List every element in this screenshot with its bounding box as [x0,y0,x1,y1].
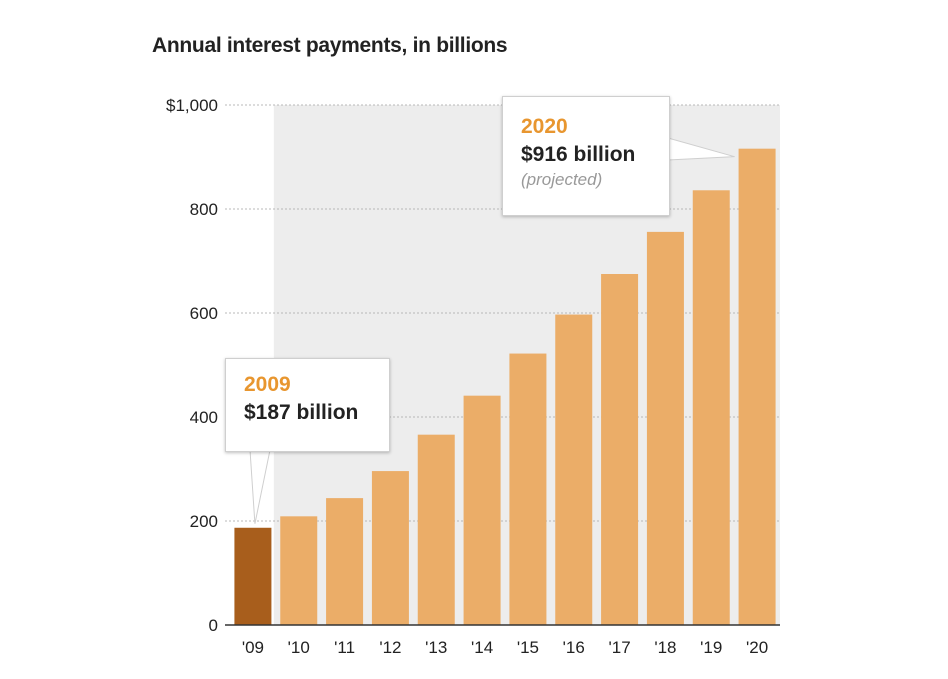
y-tick-label: 400 [190,408,218,427]
callout-2020-pointer [667,137,735,161]
callout-pointers [249,137,735,524]
callout-2020: 2020 $916 billion (projected) [502,96,670,216]
bar-10 [280,516,318,625]
callout-2020-year: 2020 [521,115,568,138]
y-tick-label: 800 [190,200,218,219]
bar-14 [463,395,501,625]
x-tick-label: '18 [654,638,676,657]
x-tick-label: '12 [379,638,401,657]
callout-2009-pointer [249,449,271,524]
bar-16 [555,314,593,625]
bar-12 [371,471,409,625]
callout-2009: 2009 $187 billion [225,358,390,452]
x-tick-label: '16 [563,638,585,657]
callout-2009-year: 2009 [244,373,291,396]
x-axis-ticks: '09 '10 '11 '12 '13 '14 '15 '16 '17 '18 '19 '20 [242,638,768,657]
x-tick-label: '20 [746,638,768,657]
y-tick-label: 600 [190,304,218,323]
x-tick-label: '19 [700,638,722,657]
y-tick-label: $1,000 [166,96,218,115]
bar-17 [601,274,639,625]
x-tick-label: '13 [425,638,447,657]
callout-2020-amount: $916 billion [521,143,636,166]
chart-title: Annual interest payments, in billions [152,34,508,57]
callout-2009-amount: $187 billion [244,401,359,424]
bar-15 [509,353,547,625]
callout-2020-note: (projected) [521,170,603,189]
bar-20 [738,148,776,625]
bar-18 [646,231,684,625]
x-tick-label: '15 [517,638,539,657]
y-axis-ticks: 0 200 400 600 800 $1,000 [166,96,218,635]
y-tick-label: 200 [190,512,218,531]
bar-13 [417,434,455,625]
x-tick-label: '10 [288,638,310,657]
bar-19 [692,190,730,625]
bar-09 [234,527,272,625]
y-tick-label: 0 [209,616,218,635]
x-tick-label: '17 [609,638,631,657]
x-tick-label: '11 [334,638,355,657]
bar-11 [326,498,364,625]
x-tick-label: '09 [242,638,264,657]
x-tick-label: '14 [471,638,493,657]
bars [234,148,776,625]
